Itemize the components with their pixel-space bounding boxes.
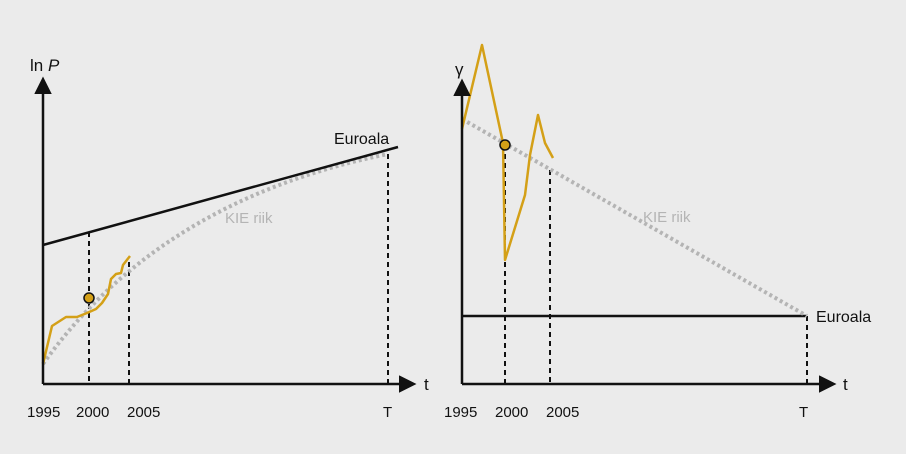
left-kie-label: KIE riik bbox=[225, 210, 273, 227]
left-actual-path bbox=[41, 255, 131, 365]
left-euroala-label: Euroala bbox=[334, 131, 389, 148]
left-y-axis-var: P bbox=[48, 56, 60, 75]
left-marker bbox=[83, 292, 95, 304]
left-tick-2005: 2005 bbox=[127, 404, 160, 421]
chart-left: KIE riik Euroala ln P t 1995 2000 2005 T bbox=[27, 56, 429, 421]
right-tick-2005: 2005 bbox=[546, 404, 579, 421]
right-y-axis-label: γ bbox=[455, 60, 464, 79]
right-marker bbox=[499, 139, 511, 151]
left-tick-2000: 2000 bbox=[76, 404, 109, 421]
right-kie-line bbox=[461, 117, 808, 318]
right-tick-T: T bbox=[799, 404, 808, 421]
right-euroala-label: Euroala bbox=[816, 309, 871, 326]
right-actual-path bbox=[460, 43, 555, 262]
right-tick-1995: 1995 bbox=[444, 404, 477, 421]
left-euroala-line bbox=[42, 145, 399, 247]
left-x-axis-label: t bbox=[424, 375, 429, 394]
right-x-axis-label: t bbox=[843, 375, 848, 394]
right-kie-label: KIE riik bbox=[643, 209, 691, 226]
left-y-axis-label: ln P bbox=[30, 56, 60, 75]
left-tick-T: T bbox=[383, 404, 392, 421]
chart-right: Euroala KIE riik γ t 1995 2000 2005 T bbox=[444, 43, 871, 421]
left-tick-1995: 1995 bbox=[27, 404, 60, 421]
left-kie-curve bbox=[41, 152, 389, 366]
right-tick-2000: 2000 bbox=[495, 404, 528, 421]
